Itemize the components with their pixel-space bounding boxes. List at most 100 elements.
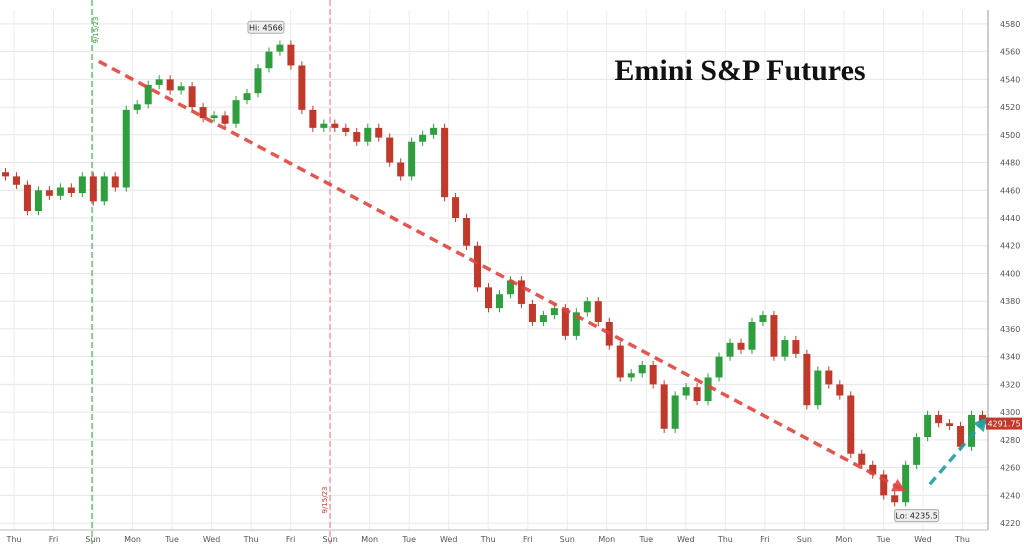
candle-body [704,377,712,402]
candles [1,40,987,507]
candle-body [309,109,317,128]
grid [0,10,988,530]
candle-body [34,190,42,212]
x-tick-label: Mon [598,535,615,544]
candle-body [111,176,119,188]
candle-body [199,107,207,119]
x-tick-label: Wed [440,535,457,544]
candle-body [463,218,471,246]
candle-body [386,137,394,163]
last-price-label: 4291.75 [987,420,1020,429]
candle-body [484,287,493,309]
low-label: Lo: 4235.5 [895,512,937,521]
annotations: Hi: 4566 Lo: 4235.5 4291.75 [247,20,1022,523]
x-tick-label: Thu [5,535,21,544]
candle-body [902,464,910,503]
high-label: Hi: 4566 [249,23,283,32]
y-tick-label: 4460 [1000,186,1020,195]
y-tick-label: 4420 [1000,242,1020,251]
candle-body [144,84,152,105]
y-tick-label: 4580 [1000,20,1020,29]
candle-body [638,364,646,374]
x-tick-label: Fri [760,535,770,544]
x-tick-label: Sun [85,535,100,544]
x-tick-label: Wed [914,535,931,544]
x-tick-label: Mon [835,535,852,544]
candle-body [298,65,306,110]
low-label-box [894,509,940,523]
candle-body [978,414,987,424]
candle-body [1,172,10,177]
high-label-box [247,20,285,34]
x-tick-label: Fri [523,535,533,544]
chart-title: Emini S&P Futures [614,54,865,87]
x-tick-label: Fri [49,535,59,544]
y-axis: 4220 4240 4260 4280 4300 4320 4340 4360 4380 4400… [987,10,1020,530]
candle-body [78,176,86,194]
candle-body [56,187,64,196]
candle-body [957,426,965,447]
y-tick-label: 4360 [1000,325,1020,334]
trend-line [97,59,907,493]
candle-body [430,127,438,135]
x-tick-label: Sun [560,535,575,544]
candle-body [693,387,701,402]
y-tick-label: 4440 [1000,214,1020,223]
x-tick-label: Tue [164,535,179,544]
candle-body [287,44,295,66]
candle-body [232,100,240,124]
y-tick-label: 4540 [1000,75,1020,84]
y-tick-label: 4240 [1000,491,1020,500]
candle-body [155,79,163,85]
y-tick-label: 4220 [1000,519,1020,528]
candle-body [276,44,284,52]
candle-body [320,123,328,128]
candle-body [913,437,921,465]
candle-body [243,93,251,101]
candle-body [45,190,53,196]
candle-body [89,176,97,202]
x-tick-label: Mon [124,535,141,544]
y-tick-label: 4300 [1000,408,1020,417]
candle-body [133,104,141,110]
y-tick-label: 4500 [1000,131,1020,140]
candle-body [858,453,866,465]
y-tick-label: 4340 [1000,353,1020,362]
candle-body [737,342,745,350]
x-tick-label: Wed [677,535,694,544]
candle-body [594,301,602,322]
candle-body [517,280,525,304]
candle-body [474,245,482,288]
x-tick-label: Tue [638,535,653,544]
candle-body [254,68,262,94]
candle-body [792,340,800,354]
last-price-box [986,417,1022,430]
x-tick-label: Sun [797,535,812,544]
x-tick-label: Thu [717,535,733,544]
candle-body [759,315,767,322]
y-tick-label: 4260 [1000,464,1020,473]
candle-body [375,127,383,138]
x-tick-label: Thu [243,535,259,544]
candle-body [682,387,690,396]
y-tick-label: 4560 [1000,48,1020,57]
candle-body [506,280,514,295]
candle-body [353,132,361,142]
candle-body [583,301,591,313]
candle-body [539,315,547,322]
candle-body [671,395,679,429]
candle-body [726,342,734,357]
candle-body [12,176,20,185]
candle-body [528,303,536,322]
candle-body [550,308,558,316]
candle-body [781,340,789,357]
candle-body [968,414,976,447]
candle-body [364,127,372,142]
candle-body [265,51,273,69]
x-tick-label: Thu [954,535,970,544]
candle-body [825,370,833,385]
candle-body [23,184,31,212]
trend-arrowhead [890,478,906,492]
candle-body [122,109,130,188]
